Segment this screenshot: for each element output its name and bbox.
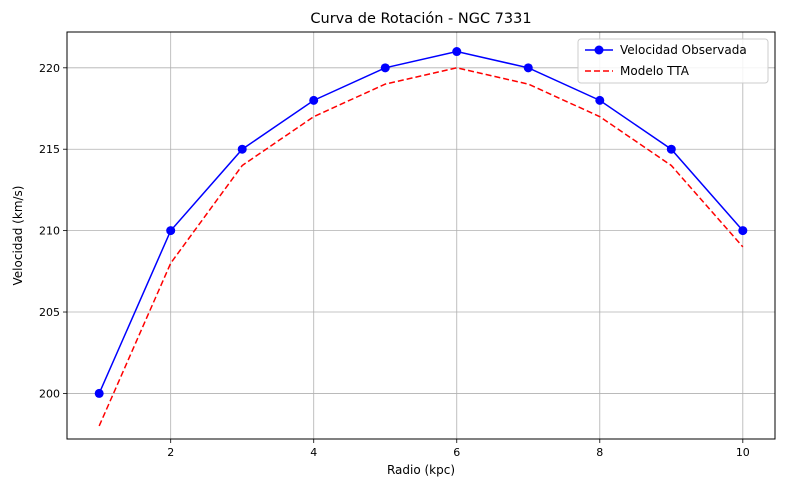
legend-label-model: Modelo TTA — [620, 64, 690, 78]
legend-marker-observed — [594, 45, 604, 55]
observed-velocity-point — [380, 63, 390, 73]
observed-velocity-point — [309, 95, 319, 105]
observed-velocity-point — [166, 226, 176, 236]
x-tick-label: 8 — [596, 446, 603, 459]
observed-velocity-point — [738, 226, 748, 236]
series-layer — [94, 47, 748, 427]
y-tick-label: 210 — [39, 225, 60, 238]
x-axis-label: Radio (kpc) — [387, 463, 455, 477]
observed-velocity-line — [98, 50, 744, 394]
tta-model-line — [98, 67, 744, 427]
x-tick-label: 4 — [310, 446, 317, 459]
observed-velocity-point — [666, 144, 676, 154]
observed-velocity-point — [595, 95, 605, 105]
observed-velocity-point — [452, 47, 462, 57]
x-tick-label: 2 — [167, 446, 174, 459]
y-axis-label: Velocidad (km/s) — [11, 186, 25, 286]
y-tick-label: 205 — [39, 306, 60, 319]
y-tick-label: 200 — [39, 387, 60, 400]
x-tick-label: 6 — [453, 446, 460, 459]
y-tick-label: 220 — [39, 62, 60, 75]
legend-label-observed: Velocidad Observada — [620, 43, 747, 57]
observed-velocity-point — [237, 144, 247, 154]
x-tick-label: 10 — [736, 446, 750, 459]
observed-velocity-point — [523, 63, 533, 73]
legend: Velocidad Observada Modelo TTA — [577, 38, 769, 84]
chart-title: Curva de Rotación - NGC 7331 — [310, 11, 531, 27]
plot-frame — [66, 31, 776, 440]
axis-ticks: 2 4 6 8 10 200 205 210 215 220 — [39, 62, 750, 459]
y-tick-label: 215 — [39, 143, 60, 156]
observed-velocity-point — [94, 388, 104, 398]
legend-box — [577, 38, 769, 84]
